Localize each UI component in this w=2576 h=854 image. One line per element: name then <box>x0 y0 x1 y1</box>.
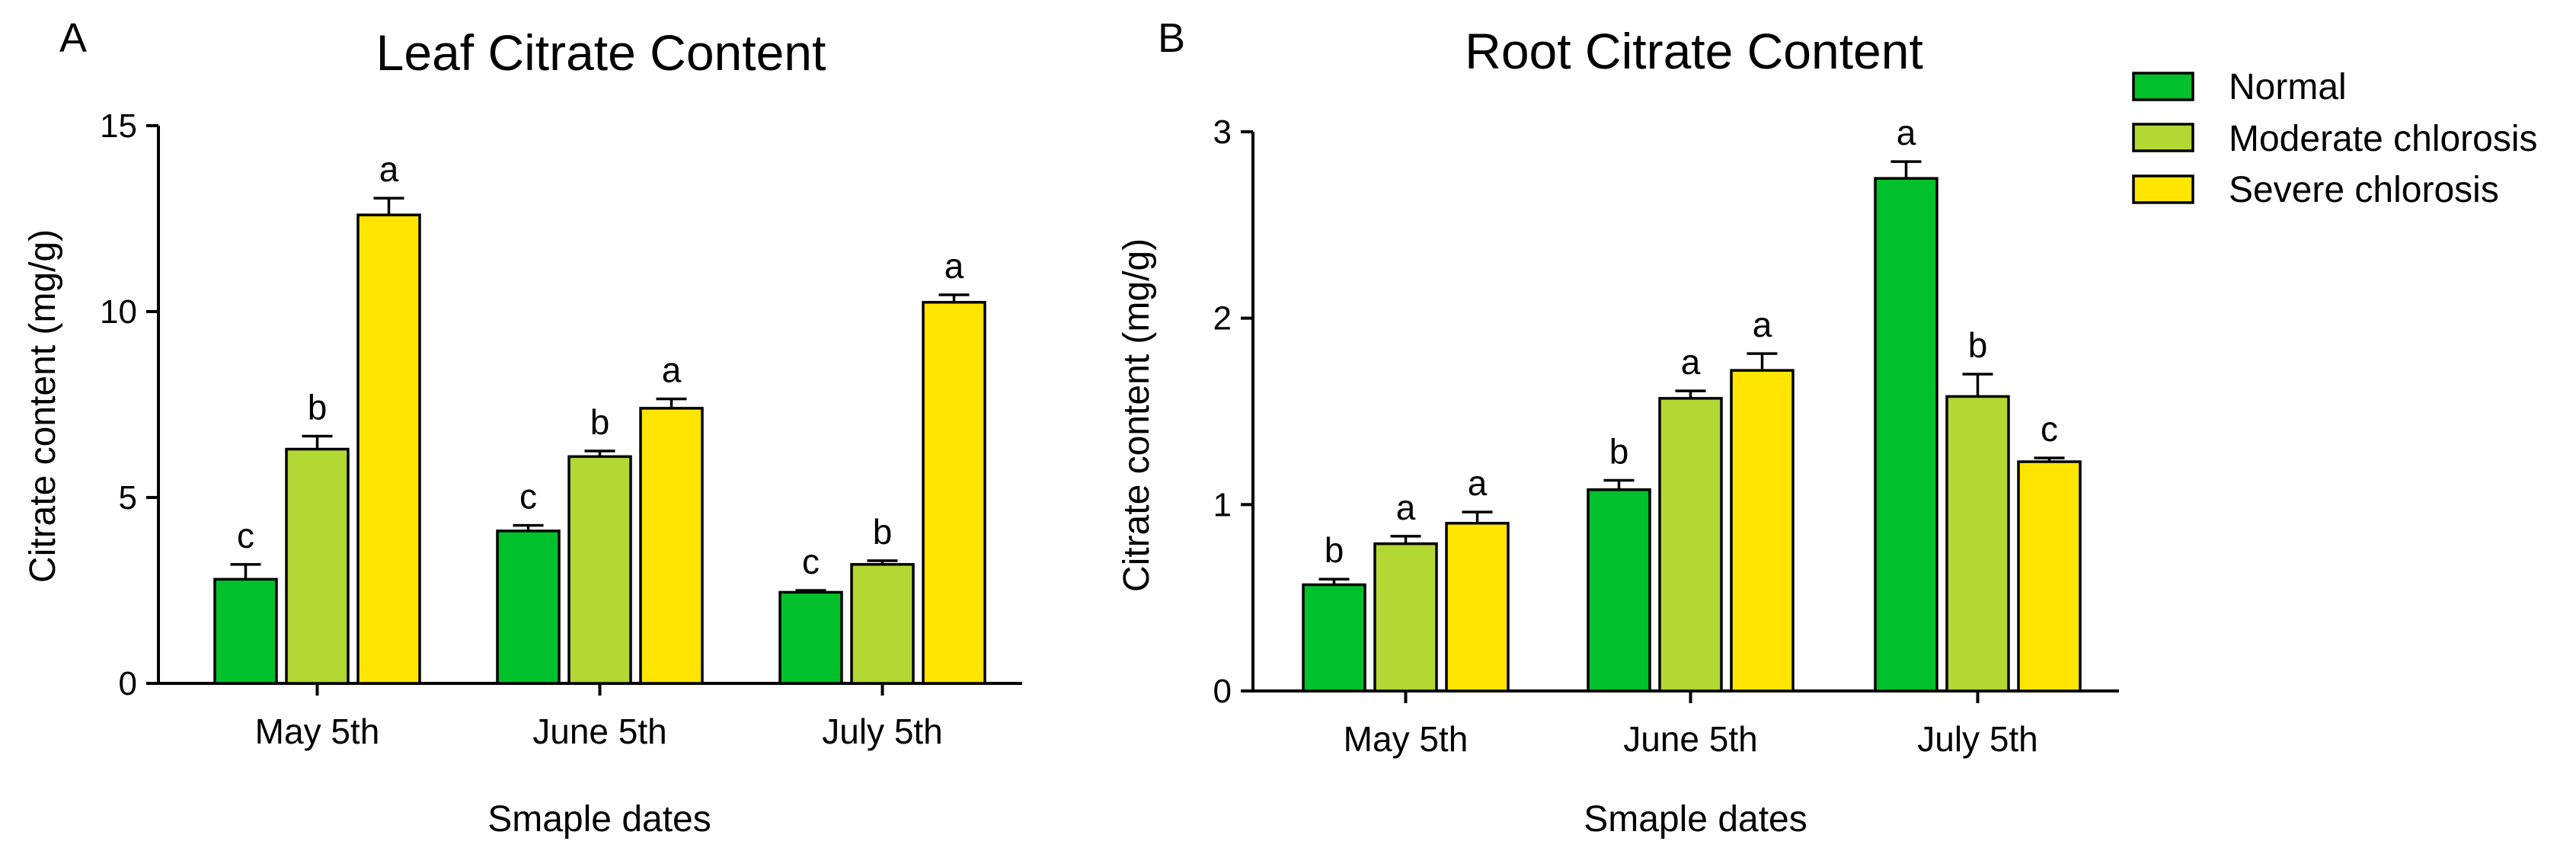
panel-a-bar <box>922 301 986 685</box>
panel-a-y-tick-label: 5 <box>119 479 137 517</box>
panel-b-ylabel: Citrate content (mg/g) <box>1117 238 1157 592</box>
panel-a-bar <box>213 577 278 685</box>
legend-swatch-normal <box>2132 72 2194 101</box>
panel-a-x-tick-label: July 5th <box>822 712 943 751</box>
panel-a-bar <box>850 563 915 685</box>
panel-b-significance-label: c <box>2041 409 2058 449</box>
panel-b-bar <box>1445 522 1510 692</box>
panel-a-significance-label: a <box>662 350 682 390</box>
panel-a-significance-label: c <box>519 477 537 517</box>
panel-b-y-tick-label: 1 <box>1213 486 1232 523</box>
panel-b-bar <box>2017 460 2082 692</box>
legend-label-normal: Normal <box>2229 67 2347 107</box>
panel-a-x-tick-label: June 5th <box>532 712 666 751</box>
panel-b-significance-label: a <box>1753 305 1772 344</box>
legend-swatch-moderate-chlorosis <box>2132 123 2194 152</box>
panel-a-xlabel: Smaple dates <box>487 799 711 840</box>
panel-b-bar <box>1945 395 2010 692</box>
panel-a-letter: A <box>59 15 87 61</box>
panel-a-significance-label: b <box>590 402 610 442</box>
panel-a-bar <box>285 447 350 685</box>
legend-label-moderate-chlorosis: Moderate chlorosis <box>2229 119 2538 159</box>
panel-b-bar <box>1373 542 1438 692</box>
panel-a-y-tick-label: 10 <box>100 293 137 331</box>
panel-b-significance-label: b <box>1325 530 1344 570</box>
legend-label-severe-chlorosis: Severe chlorosis <box>2229 170 2499 210</box>
legend: Normal Moderate chlorosis Severe chloros… <box>2132 67 2538 210</box>
panel-b-y-tick-label: 0 <box>1213 673 1232 710</box>
panel-b-bar <box>1874 177 1938 692</box>
panel-b-significance-label: b <box>1968 325 1988 365</box>
panel-a-bar <box>778 590 843 685</box>
panel-a-bar <box>496 529 561 685</box>
panel-b-xlabel: Smaple dates <box>1584 799 1807 840</box>
panel-b-significance-label: a <box>1468 463 1488 503</box>
panel-b-plot: 0 1 2 3 May 5th b a a June 5th b a a July 5th a b c <box>1213 113 2119 759</box>
panel-a-y-tick-label: 0 <box>119 665 137 702</box>
panel-a-y-tick-label: 15 <box>100 107 137 145</box>
panel-a-bar <box>567 455 632 685</box>
panel-b-letter: B <box>1158 15 1185 61</box>
panel-a-ylabel: Citrate content (mg/g) <box>23 229 63 583</box>
panel-a-bar <box>356 213 421 685</box>
panel-b-significance-label: a <box>1396 488 1416 527</box>
panel-b-y-tick-label: 2 <box>1213 300 1232 337</box>
panel-b-y-tick-label: 3 <box>1213 114 1232 151</box>
panel-b-x-tick-label: May 5th <box>1344 719 1469 759</box>
panel-a-title: Leaf Citrate Content <box>376 24 826 81</box>
panel-a-significance-label: a <box>379 149 399 189</box>
panel-b-bar <box>1587 488 1651 692</box>
panel-a-bar <box>639 407 704 685</box>
panel-a-significance-label: c <box>802 542 820 581</box>
panel-b-bar <box>1730 369 1795 692</box>
panel-a-significance-label: a <box>944 246 964 286</box>
panel-b-significance-label: a <box>1897 113 1916 152</box>
legend-swatch-severe-chlorosis <box>2132 174 2194 204</box>
panel-b-bar <box>1658 397 1723 692</box>
panel-b-bar <box>1302 583 1366 692</box>
panel-b-significance-label: b <box>1609 432 1629 472</box>
panel-b-x-tick-label: June 5th <box>1623 719 1757 759</box>
panel-a-significance-label: b <box>308 387 328 427</box>
panel-a-x-tick-label: May 5th <box>255 712 380 751</box>
panel-b-x-tick-label: July 5th <box>1917 719 2038 759</box>
panel-a-significance-label: c <box>237 516 254 555</box>
panel-b-significance-label: a <box>1681 342 1701 382</box>
panel-a-significance-label: b <box>873 512 893 552</box>
panel-a-plot: 0 5 10 15 May 5th c b a June 5th c b a July 5th c b a <box>100 107 1022 751</box>
panel-b-title: Root Citrate Content <box>1465 23 1923 79</box>
